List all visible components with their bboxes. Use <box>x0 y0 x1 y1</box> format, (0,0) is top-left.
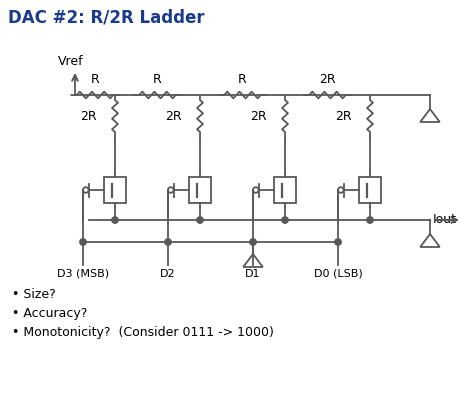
Text: DAC #2: R/2R Ladder: DAC #2: R/2R Ladder <box>8 8 205 26</box>
Circle shape <box>80 239 86 245</box>
Circle shape <box>250 239 256 245</box>
Bar <box>189 177 211 203</box>
Circle shape <box>367 217 373 224</box>
Text: R: R <box>238 73 247 86</box>
Text: D0 (LSB): D0 (LSB) <box>314 269 363 278</box>
Text: • Accuracy?: • Accuracy? <box>12 306 87 319</box>
Text: Vref: Vref <box>58 55 84 68</box>
Text: 2R: 2R <box>81 110 97 123</box>
Bar <box>104 177 126 203</box>
Circle shape <box>165 239 171 245</box>
Text: • Size?: • Size? <box>12 287 56 300</box>
Circle shape <box>197 217 203 224</box>
Bar <box>274 177 296 203</box>
Circle shape <box>335 239 341 245</box>
Text: D1: D1 <box>245 269 261 278</box>
Text: 2R: 2R <box>336 110 352 123</box>
Text: 2R: 2R <box>319 73 336 86</box>
Text: Iout: Iout <box>433 213 457 226</box>
Bar <box>359 177 381 203</box>
Text: D3 (MSB): D3 (MSB) <box>57 269 109 278</box>
Circle shape <box>112 217 118 224</box>
Text: R: R <box>91 73 100 86</box>
Text: 2R: 2R <box>250 110 267 123</box>
Text: D2: D2 <box>160 269 176 278</box>
Text: R: R <box>153 73 162 86</box>
Text: • Monotonicity?  (Consider 0111 -> 1000): • Monotonicity? (Consider 0111 -> 1000) <box>12 325 274 338</box>
Text: 2R: 2R <box>165 110 182 123</box>
Circle shape <box>282 217 288 224</box>
